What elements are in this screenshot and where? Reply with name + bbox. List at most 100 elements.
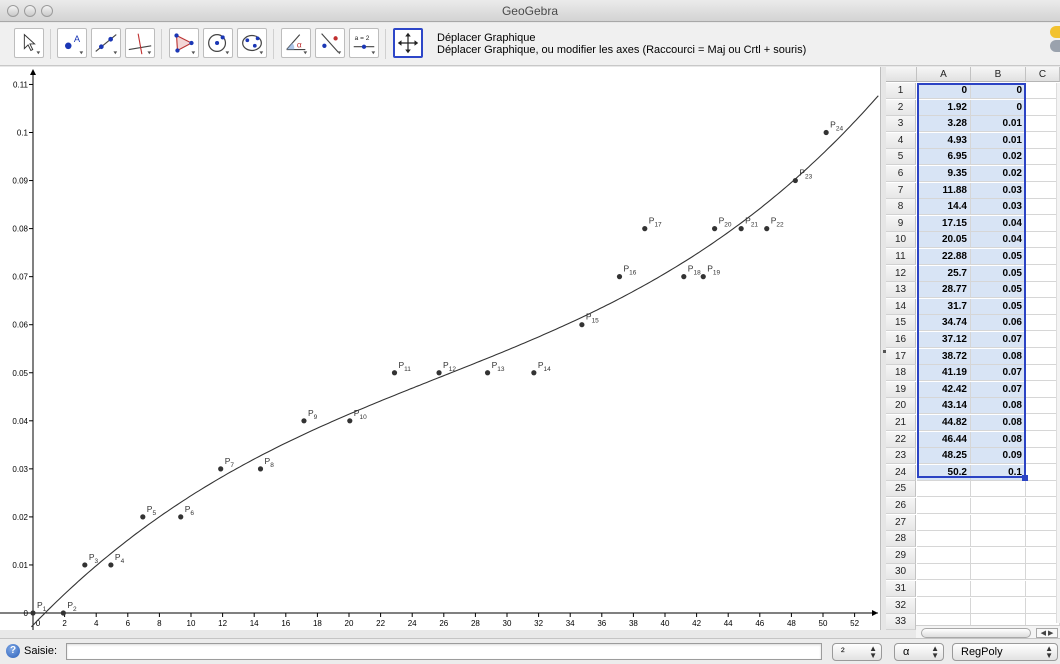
row-header[interactable]: 32 — [886, 597, 916, 614]
cell-c[interactable] — [1026, 199, 1060, 216]
cell-a[interactable]: 4.93 — [917, 132, 971, 149]
cell-c[interactable] — [1026, 182, 1060, 199]
row-header[interactable]: 31 — [886, 581, 916, 597]
cell-b[interactable] — [971, 547, 1026, 564]
cell-b[interactable]: 0.08 — [971, 398, 1026, 415]
angle-tool-button[interactable]: α — [281, 28, 311, 58]
cell-a[interactable]: 3.28 — [917, 116, 971, 133]
cell-b[interactable]: 0.05 — [971, 282, 1026, 299]
perpendicular-tool-button[interactable] — [125, 28, 155, 58]
cell-c[interactable] — [1026, 531, 1060, 548]
row-header[interactable]: 22 — [886, 431, 916, 448]
scroll-arrows-icon[interactable]: ◀ ▶ — [1036, 628, 1058, 638]
power-symbol-combo[interactable]: ² ▲ ▼ — [832, 643, 882, 661]
cell-c[interactable] — [1026, 315, 1060, 332]
row-header[interactable]: 15 — [886, 315, 916, 332]
row-header[interactable]: 33 — [886, 614, 916, 631]
cell-a[interactable]: 6.95 — [917, 149, 971, 166]
cell-a[interactable]: 43.14 — [917, 398, 971, 415]
minimize-window-button[interactable] — [24, 5, 36, 17]
spreadsheet-vertical-scrollbar[interactable] — [1056, 83, 1060, 623]
cell-a[interactable]: 20.05 — [917, 232, 971, 249]
row-header[interactable]: 16 — [886, 332, 916, 348]
row-header[interactable]: 4 — [886, 132, 916, 149]
spreadsheet-horizontal-scrollbar[interactable]: ◀ ▶ — [916, 625, 1060, 639]
cell-b[interactable] — [971, 581, 1026, 597]
row-header[interactable]: 14 — [886, 298, 916, 315]
cell-c[interactable] — [1026, 282, 1060, 299]
move-tool-button[interactable] — [14, 28, 44, 58]
scrollbar-thumb[interactable] — [921, 628, 1031, 638]
cell-c[interactable] — [1026, 116, 1060, 133]
cell-b[interactable]: 0.05 — [971, 298, 1026, 315]
cell-c[interactable] — [1026, 298, 1060, 315]
column-header-b[interactable]: B — [971, 67, 1026, 82]
column-header-c[interactable]: C — [1026, 67, 1060, 82]
cell-b[interactable]: 0.08 — [971, 431, 1026, 448]
cell-a[interactable] — [917, 564, 971, 581]
cell-b[interactable]: 0.07 — [971, 332, 1026, 348]
spreadsheet-view[interactable]: A B C 1 0 0 2 1.92 0 3 3.28 0.01 4 4.93 0.01 5 6.95 0.… — [886, 67, 1060, 631]
cell-a[interactable]: 25.7 — [917, 265, 971, 282]
circle-tool-button[interactable] — [203, 28, 233, 58]
cell-a[interactable]: 41.19 — [917, 365, 971, 382]
row-header[interactable]: 30 — [886, 564, 916, 581]
cell-b[interactable]: 0 — [971, 99, 1026, 116]
cell-b[interactable]: 0.06 — [971, 315, 1026, 332]
cell-b[interactable]: 0.03 — [971, 182, 1026, 199]
cell-c[interactable] — [1026, 564, 1060, 581]
row-header[interactable]: 25 — [886, 481, 916, 498]
cell-a[interactable] — [917, 498, 971, 514]
cell-c[interactable] — [1026, 398, 1060, 415]
command-combo[interactable]: RegPoly ▲ ▼ — [952, 643, 1058, 661]
cell-b[interactable]: 0.07 — [971, 365, 1026, 382]
cell-b[interactable]: 0.03 — [971, 199, 1026, 216]
cell-b[interactable]: 0.09 — [971, 448, 1026, 465]
cell-b[interactable]: 0.01 — [971, 132, 1026, 149]
cell-a[interactable]: 28.77 — [917, 282, 971, 299]
row-header[interactable]: 19 — [886, 381, 916, 398]
graphics-canvas[interactable]: 0 2 4 6 8 10 12 14 16 18 20 22 24 26 28 30 32 34 36 38 40 42 4… — [0, 67, 881, 630]
cell-a[interactable]: 46.44 — [917, 431, 971, 448]
spreadsheet-corner[interactable] — [886, 67, 917, 82]
cell-a[interactable]: 50.2 — [917, 464, 971, 481]
cell-a[interactable]: 37.12 — [917, 332, 971, 348]
fill-handle[interactable] — [1022, 475, 1028, 481]
redo-icon[interactable] — [1050, 40, 1060, 52]
undo-icon[interactable] — [1050, 26, 1060, 38]
row-header[interactable]: 5 — [886, 149, 916, 166]
cell-b[interactable]: 0.04 — [971, 232, 1026, 249]
cell-a[interactable]: 14.4 — [917, 199, 971, 216]
cell-c[interactable] — [1026, 99, 1060, 116]
cell-c[interactable] — [1026, 215, 1060, 232]
cell-a[interactable] — [917, 581, 971, 597]
row-header[interactable]: 24 — [886, 464, 916, 481]
row-header[interactable]: 26 — [886, 498, 916, 514]
cell-b[interactable]: 0 — [971, 83, 1026, 99]
cell-c[interactable] — [1026, 481, 1060, 498]
row-header[interactable]: 10 — [886, 232, 916, 249]
cell-a[interactable]: 42.42 — [917, 381, 971, 398]
cell-c[interactable] — [1026, 581, 1060, 597]
row-header[interactable]: 1 — [886, 83, 916, 99]
zoom-window-button[interactable] — [41, 5, 53, 17]
cell-b[interactable]: 0.01 — [971, 116, 1026, 133]
cell-c[interactable] — [1026, 547, 1060, 564]
row-header[interactable]: 17 — [886, 348, 916, 365]
cell-a[interactable]: 22.88 — [917, 249, 971, 265]
polygon-tool-button[interactable] — [169, 28, 199, 58]
row-header[interactable]: 2 — [886, 99, 916, 116]
row-header[interactable]: 20 — [886, 398, 916, 415]
row-header[interactable]: 7 — [886, 182, 916, 199]
row-header[interactable]: 8 — [886, 199, 916, 216]
cell-c[interactable] — [1026, 597, 1060, 614]
cell-a[interactable]: 38.72 — [917, 348, 971, 365]
input-field[interactable] — [66, 643, 822, 660]
help-icon[interactable]: ? — [6, 644, 20, 658]
cell-c[interactable] — [1026, 431, 1060, 448]
cell-a[interactable]: 9.35 — [917, 166, 971, 182]
cell-c[interactable] — [1026, 149, 1060, 166]
cell-b[interactable]: 0.1 — [971, 464, 1026, 481]
row-header[interactable]: 28 — [886, 531, 916, 548]
graphics-view[interactable]: 0 2 4 6 8 10 12 14 16 18 20 22 24 26 28 30 32 34 36 38 40 42 4… — [0, 67, 881, 630]
